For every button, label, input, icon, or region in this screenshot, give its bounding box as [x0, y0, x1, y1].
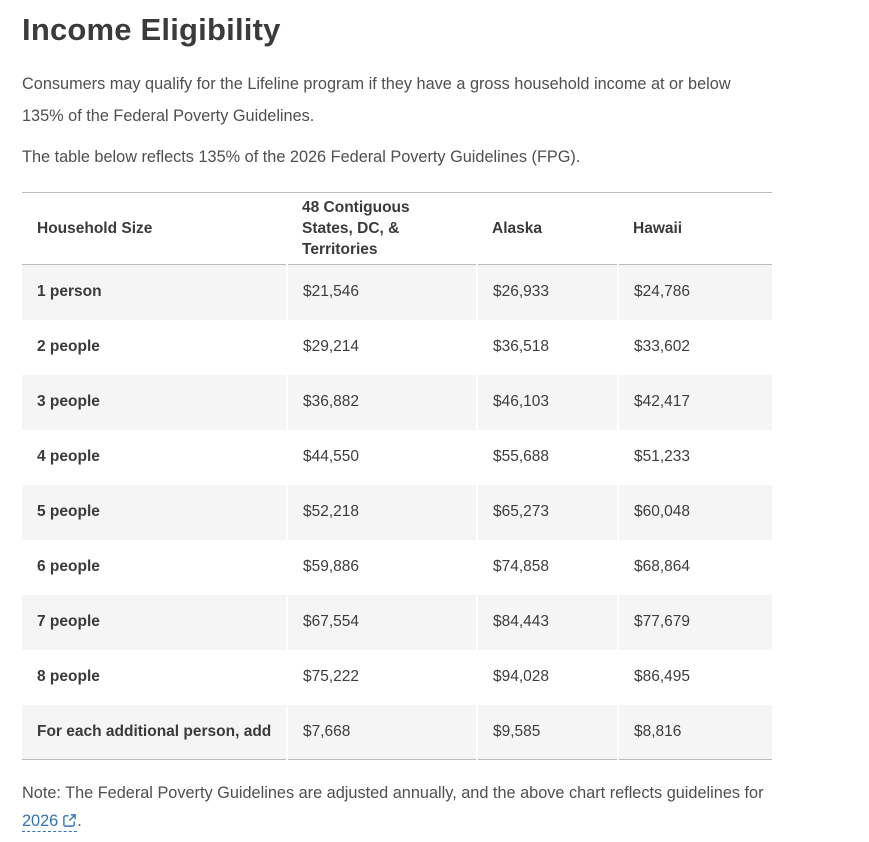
household-size-cell: 8 people	[37, 668, 100, 685]
income-value-cell: $51,233	[617, 429, 772, 485]
income-value-cell: $84,443	[476, 594, 618, 650]
income-value-cell: $42,417	[617, 374, 772, 430]
income-value-cell: $74,858	[476, 539, 618, 595]
household-size-cell: 4 people	[37, 448, 100, 465]
income-value-cell: $94,028	[476, 649, 618, 705]
footnote: Note: The Federal Poverty Guidelines are…	[22, 779, 782, 835]
table-row: 8 people $75,222 $94,028 $86,495	[22, 649, 772, 705]
page-title: Income Eligibility	[22, 12, 281, 47]
income-value-cell: $46,103	[476, 374, 618, 430]
fpg-income-table: Household Size 48 Contiguous States, DC,…	[22, 192, 772, 760]
table-row: 2 people $29,214 $36,518 $33,602	[22, 319, 772, 375]
income-value-cell: $55,688	[476, 429, 618, 485]
household-size-cell: For each additional person, add	[22, 704, 287, 760]
income-value-cell: $59,886	[286, 539, 477, 595]
income-value-cell: $36,518	[476, 319, 618, 375]
household-size-cell: 5 people	[22, 484, 287, 540]
income-value-cell: $9,585	[476, 704, 618, 760]
table-row: 5 people $52,218 $65,273 $60,048	[22, 484, 772, 540]
income-value-cell: $60,048	[617, 484, 772, 540]
table-row: For each additional person, add $7,668 $9,…	[22, 704, 772, 760]
income-value-cell: $52,218	[286, 484, 477, 540]
income-value-cell: $77,679	[617, 594, 772, 650]
income-value-cell: $7,668	[286, 704, 477, 760]
table-header-row: Household Size 48 Contiguous States, DC,…	[22, 192, 772, 265]
income-value-cell: $26,933	[476, 264, 618, 320]
year-2026-link-label: 2026	[22, 812, 59, 830]
income-value-cell: $8,816	[617, 704, 772, 760]
income-value-cell: $33,602	[617, 319, 772, 375]
income-value-cell: $44,550	[286, 429, 477, 485]
income-value-cell: $75,222	[286, 649, 477, 705]
table-row: 1 person $21,546 $26,933 $24,786	[22, 264, 772, 320]
table-row: 7 people $67,554 $84,443 $77,679	[22, 594, 772, 650]
income-value-cell: $21,546	[286, 264, 477, 320]
income-value-cell: $67,554	[286, 594, 477, 650]
household-size-cell: 3 people	[22, 374, 287, 430]
income-value-cell: $68,864	[617, 539, 772, 595]
household-size-cell: 1 person	[22, 264, 287, 320]
column-header-hawaii: Hawaii	[618, 192, 772, 265]
external-link-icon	[63, 814, 77, 827]
table-row: 6 people $59,886 $74,858 $68,864	[22, 539, 772, 595]
footnote-period: .	[77, 812, 82, 830]
income-table-body: 1 person $21,546 $26,933 $24,786 2 people $29…	[22, 264, 772, 760]
column-header-contiguous-states: 48 Contiguous States, DC, & Territories	[287, 192, 477, 265]
household-size-cell: 2 people	[37, 338, 100, 355]
income-value-cell: $65,273	[476, 484, 618, 540]
column-header-household-size: Household Size	[22, 192, 287, 265]
income-value-cell: $86,495	[617, 649, 772, 705]
table-row: 3 people $36,882 $46,103 $42,417	[22, 374, 772, 430]
income-value-cell: $36,882	[286, 374, 477, 430]
year-2026-link[interactable]: 2026	[22, 812, 78, 832]
intro-paragraph-1: Consumers may qualify for the Lifeline p…	[22, 75, 731, 125]
table-header: Household Size 48 Contiguous States, DC,…	[22, 192, 772, 265]
income-value-cell: $24,786	[617, 264, 772, 320]
footnote-text: Note: The Federal Poverty Guidelines are…	[22, 784, 764, 802]
household-size-cell: 7 people	[22, 594, 287, 650]
household-size-cell: 6 people	[37, 558, 100, 575]
intro-paragraph-2: The table below reflects 135% of the 202…	[22, 148, 581, 166]
income-value-cell: $29,214	[286, 319, 477, 375]
column-header-alaska: Alaska	[477, 192, 618, 265]
table-row: 4 people $44,550 $55,688 $51,233	[22, 429, 772, 485]
